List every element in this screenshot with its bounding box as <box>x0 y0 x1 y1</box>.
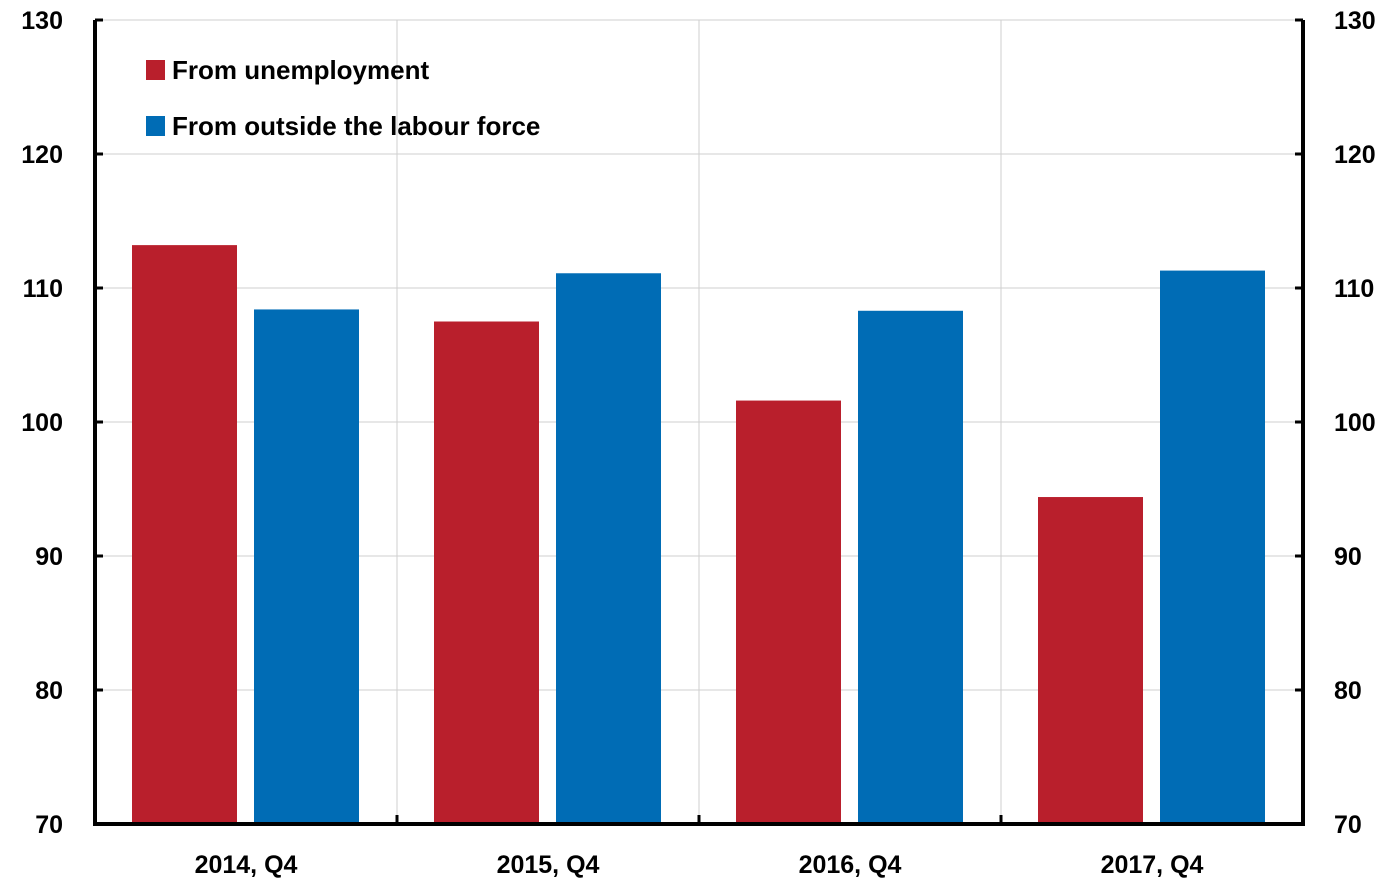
y-tick-label-left: 110 <box>23 275 63 303</box>
bars <box>132 245 1265 825</box>
y-tick-label-left: 130 <box>21 7 63 35</box>
y-tick-label-left: 120 <box>21 141 63 169</box>
y-tick-label-right: 80 <box>1334 677 1362 705</box>
y-tick-label-left: 100 <box>21 409 63 437</box>
bar-from-unemployment <box>736 400 841 824</box>
y-tick-label-left: 90 <box>35 543 63 571</box>
x-tick-label: 2017, Q4 <box>1101 851 1204 879</box>
bar-from-unemployment <box>132 245 237 824</box>
y-axis-left-ticks: 70 80 90 100 110 120 130 <box>21 7 63 839</box>
legend-label: From unemployment <box>172 55 429 85</box>
x-axis-ticks: 2014, Q4 2015, Q4 2016, Q4 2017, Q4 <box>195 851 1204 879</box>
axes <box>93 18 1305 826</box>
bar-from-outside-labour-force <box>1160 270 1265 825</box>
legend-swatch <box>146 116 165 136</box>
x-tick-label: 2014, Q4 <box>195 851 298 879</box>
x-tick-label: 2016, Q4 <box>799 851 902 879</box>
y-tick-label-left: 70 <box>35 811 63 839</box>
legend-label: From outside the labour force <box>172 111 540 141</box>
y-tick-label-right: 120 <box>1334 141 1376 169</box>
y-tick-label-right: 100 <box>1334 409 1376 437</box>
legend-swatch <box>146 60 165 80</box>
y-tick-label-right: 70 <box>1334 811 1362 839</box>
bar-from-outside-labour-force <box>254 309 359 824</box>
y-axis-right-ticks: 70 80 90 100 110 120 130 <box>1334 7 1376 839</box>
y-tick-label-right: 90 <box>1334 543 1362 571</box>
bar-from-unemployment <box>1038 497 1143 824</box>
legend: From unemployment From outside the labour… <box>146 55 540 141</box>
y-tick-label-right: 130 <box>1334 7 1376 35</box>
x-tick-label: 2015, Q4 <box>497 851 600 879</box>
y-tick-label-right: 110 <box>1334 275 1374 303</box>
bar-from-outside-labour-force <box>858 310 963 824</box>
y-tick-label-left: 80 <box>35 677 63 705</box>
bar-from-outside-labour-force <box>556 273 661 824</box>
bar-from-unemployment <box>434 321 539 824</box>
